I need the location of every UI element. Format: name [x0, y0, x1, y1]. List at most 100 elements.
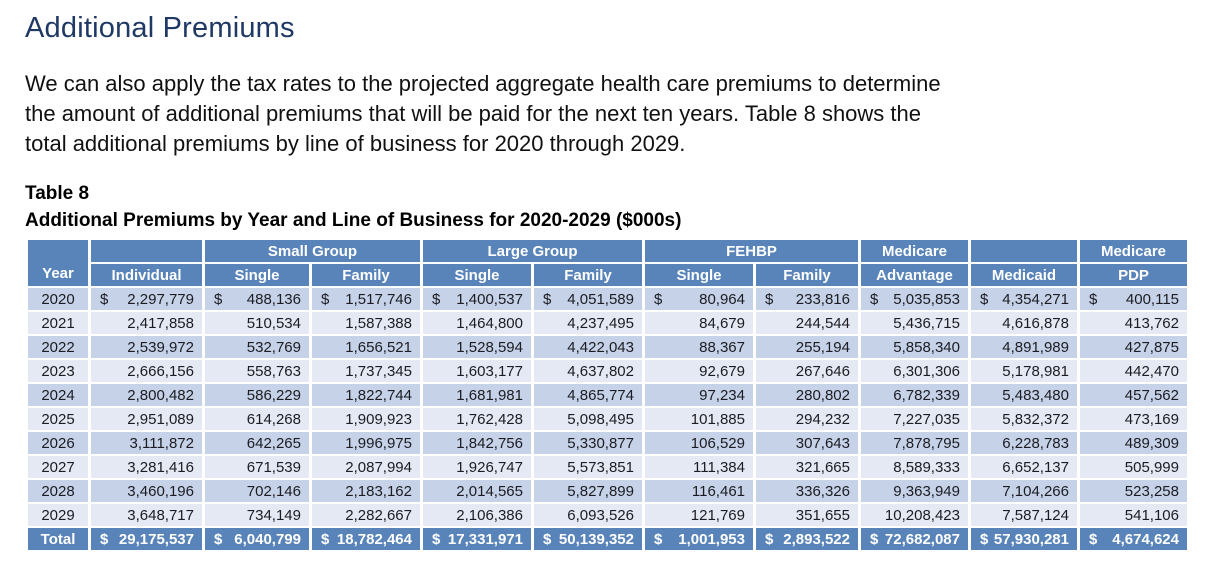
value-cell: $1,400,537 — [423, 288, 531, 310]
value-cell: $488,136 — [205, 288, 309, 310]
value-cell: 5,483,480 — [971, 384, 1077, 406]
cell-value: 510,534 — [246, 314, 301, 332]
cell-value: 29,175,537 — [118, 530, 194, 548]
cell-value: 4,891,989 — [1002, 338, 1069, 356]
currency-symbol: $ — [432, 530, 441, 548]
cell-value: 6,040,799 — [234, 530, 301, 548]
year-cell: 2029 — [28, 504, 88, 526]
cell-value: 427,875 — [1124, 338, 1179, 356]
value-cell: $4,674,624 — [1080, 528, 1187, 550]
value-cell: 1,762,428 — [423, 408, 531, 430]
cell-value: 6,652,137 — [1002, 458, 1069, 476]
value-cell: 1,842,756 — [423, 432, 531, 454]
table-body: 2020 $2,297,779 $488,136 $1,517,746 $1,400,5… — [28, 288, 1187, 550]
value-cell: 702,146 — [205, 480, 309, 502]
value-cell: 10,208,423 — [861, 504, 968, 526]
cell-value: 671,539 — [246, 458, 301, 476]
value-cell: $18,782,464 — [312, 528, 420, 550]
col-header-year: Year — [28, 240, 88, 286]
value-cell: $80,964 — [645, 288, 753, 310]
value-cell: 4,891,989 — [971, 336, 1077, 358]
currency-symbol: $ — [765, 530, 774, 548]
table-row: 2020 $2,297,779 $488,136 $1,517,746 $1,400,5… — [28, 288, 1187, 310]
cell-value: 3,460,196 — [127, 482, 194, 500]
cell-value: 18,782,464 — [336, 530, 412, 548]
value-cell: 5,573,851 — [534, 456, 642, 478]
value-cell: 244,544 — [756, 312, 858, 334]
cell-value: 1,762,428 — [456, 410, 523, 428]
currency-symbol: $ — [980, 290, 989, 308]
cell-value: 457,562 — [1124, 386, 1179, 404]
value-cell: 532,769 — [205, 336, 309, 358]
value-cell: 116,461 — [645, 480, 753, 502]
cell-value: 1,603,177 — [456, 362, 523, 380]
value-cell: $72,682,087 — [861, 528, 968, 550]
cell-value: 88,367 — [699, 338, 745, 356]
currency-symbol: $ — [1089, 530, 1098, 548]
value-cell: 3,111,872 — [91, 432, 202, 454]
cell-value: 1,587,388 — [345, 314, 412, 332]
value-cell: 1,822,744 — [312, 384, 420, 406]
value-cell: 1,996,975 — [312, 432, 420, 454]
year-cell: 2026 — [28, 432, 88, 454]
value-cell: 1,909,923 — [312, 408, 420, 430]
col-group-medicare-advantage-top: Medicare — [861, 240, 968, 262]
value-cell: $2,297,779 — [91, 288, 202, 310]
value-cell: 4,616,878 — [971, 312, 1077, 334]
cell-value: 3,111,872 — [129, 434, 194, 452]
cell-value: 5,098,495 — [567, 410, 634, 428]
cell-value: 6,782,339 — [893, 386, 960, 404]
value-cell: 2,539,972 — [91, 336, 202, 358]
value-cell: 642,265 — [205, 432, 309, 454]
year-cell: 2028 — [28, 480, 88, 502]
table-caption: Additional Premiums by Year and Line of … — [25, 210, 682, 231]
cell-value: 72,682,087 — [884, 530, 960, 548]
cell-value: 614,268 — [246, 410, 301, 428]
value-cell: 3,460,196 — [91, 480, 202, 502]
cell-value: 1,842,756 — [456, 434, 523, 452]
table-row: 2022 2,539,972 532,769 1,656,521 1,528,594 4,… — [28, 336, 1187, 358]
value-cell: 5,827,899 — [534, 480, 642, 502]
value-cell: 1,656,521 — [312, 336, 420, 358]
col-header-fehbp-single: Single — [645, 264, 753, 286]
cell-value: 50,139,352 — [558, 530, 634, 548]
value-cell: $2,893,522 — [756, 528, 858, 550]
cell-value: 4,237,495 — [567, 314, 634, 332]
header-group-row: Year Small Group Large Group FEHBP Medic… — [28, 240, 1187, 286]
value-cell: 473,169 — [1080, 408, 1187, 430]
cell-value: 4,865,774 — [567, 386, 634, 404]
cell-value: 294,232 — [795, 410, 850, 428]
table-row: 2021 2,417,858 510,534 1,587,388 1,464,800 4,… — [28, 312, 1187, 334]
cell-value: 642,265 — [246, 434, 301, 452]
table-row: 2026 3,111,872 642,265 1,996,975 1,842,756 5,… — [28, 432, 1187, 454]
cell-value: 7,227,035 — [893, 410, 960, 428]
value-cell: $6,040,799 — [205, 528, 309, 550]
table-row: 2025 2,951,089 614,268 1,909,923 1,762,428 5,… — [28, 408, 1187, 430]
value-cell: $1,001,953 — [645, 528, 753, 550]
col-header-sg-family: Family — [312, 264, 420, 286]
value-cell: 457,562 — [1080, 384, 1187, 406]
value-cell: 336,326 — [756, 480, 858, 502]
cell-value: 6,093,526 — [567, 506, 634, 524]
value-cell: 2,014,565 — [423, 480, 531, 502]
cell-value: 1,822,744 — [345, 386, 412, 404]
value-cell: 5,436,715 — [861, 312, 968, 334]
cell-value: 8,589,333 — [893, 458, 960, 476]
cell-value: 488,136 — [246, 290, 301, 308]
cell-value: 5,483,480 — [1002, 386, 1069, 404]
value-cell: 8,589,333 — [861, 456, 968, 478]
value-cell: 6,228,783 — [971, 432, 1077, 454]
col-header-medicaid: Medicaid — [971, 264, 1077, 286]
cell-value: 2,800,482 — [127, 386, 194, 404]
cell-value: 111,384 — [693, 458, 745, 476]
value-cell: 101,885 — [645, 408, 753, 430]
currency-symbol: $ — [654, 530, 663, 548]
currency-symbol: $ — [214, 530, 223, 548]
cell-value: 2,539,972 — [127, 338, 194, 356]
value-cell: 510,534 — [205, 312, 309, 334]
table-row: 2023 2,666,156 558,763 1,737,345 1,603,177 4,… — [28, 360, 1187, 382]
year-cell: 2023 — [28, 360, 88, 382]
value-cell: 4,237,495 — [534, 312, 642, 334]
value-cell: 5,858,340 — [861, 336, 968, 358]
intro-line: We can also apply the tax rates to the p… — [25, 71, 941, 96]
